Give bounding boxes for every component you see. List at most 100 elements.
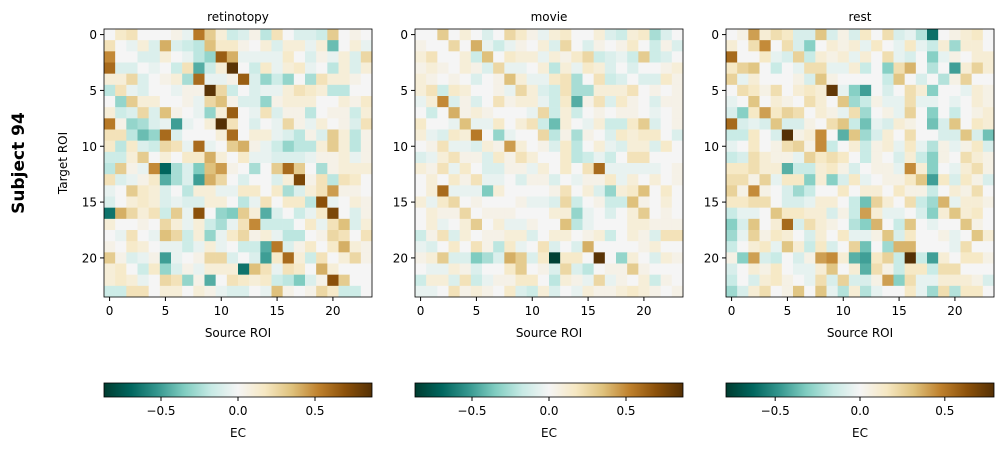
heatmap-cell [293,185,306,197]
heatmap-cell [482,252,494,264]
heatmap-cell [671,207,684,220]
heatmap-cell [215,140,228,153]
x-axis-label: Source ROI [205,326,271,340]
heatmap-cell [493,241,505,253]
heatmap-cell [848,107,861,119]
heatmap-cell [470,62,483,74]
heatmap-cell [293,163,306,175]
heatmap-cell [793,151,805,164]
heatmap-cell [759,140,771,153]
heatmap-cell [171,40,183,52]
heatmap-cell [171,274,183,287]
heatmap-cell [726,140,738,153]
heatmap-cell [582,40,594,52]
heatmap-cell [415,84,427,97]
heatmap-cell [893,84,905,97]
heatmap-cell [837,174,850,186]
heatmap-cell [837,73,850,86]
heatmap-cell [759,196,771,208]
heatmap-cell [671,185,684,197]
heatmap-cell [815,118,827,130]
heatmap-cell [882,230,894,242]
heatmap-cell [960,40,972,52]
heatmap-cell [770,174,783,186]
heatmap-cell [459,185,472,197]
heatmap-cell [349,96,362,108]
heatmap-cell [627,84,639,97]
heatmap-cell [893,163,905,175]
heatmap-cell [726,118,738,130]
colorbar-tick-label: −0.5 [761,404,790,418]
heatmap-cell [927,163,939,175]
heatmap-cell [627,129,639,141]
heatmap-cell [660,40,673,52]
heatmap-cell [793,274,805,287]
heatmap-cell [137,218,149,231]
heatmap-cell [349,285,362,298]
heatmap-cell [549,185,561,197]
heatmap-cell [748,84,760,97]
heatmap-cell [671,241,684,253]
heatmap-cell [115,29,127,41]
heatmap-cell [571,29,583,41]
heatmap-cell [238,62,250,74]
heatmap-cell [537,207,550,220]
heatmap-cell [470,118,483,130]
heatmap-cell [826,129,838,141]
heatmap-cell [515,285,527,298]
heatmap-cell [627,51,639,63]
heatmap-cell [238,174,250,186]
heatmap-cell [316,118,328,130]
panel-title: rest [848,10,871,24]
heatmap-cell [893,40,905,52]
heatmap-cell [282,230,295,242]
heatmap-cell [482,163,494,175]
heatmap-cell [604,285,617,298]
heatmap-cell [104,230,116,242]
heatmap-cell [305,207,317,220]
heatmap-cell [560,129,572,141]
x-tick-label: 20 [636,304,651,318]
heatmap-cell [748,285,760,298]
heatmap-cell [426,118,438,130]
heatmap-cell [882,252,894,264]
heatmap-cell [815,185,827,197]
y-tick-label: 0 [400,28,408,42]
heatmap-cell [826,163,838,175]
heatmap-cell [793,174,805,186]
x-tick-label: 5 [784,304,792,318]
heatmap-cell [949,84,961,97]
heatmap-cell [171,241,183,253]
heatmap-cell [349,51,362,63]
heatmap-cell [504,218,516,231]
heatmap-cell [104,252,116,264]
heatmap-cell [282,241,295,253]
heatmap-cell [726,252,738,264]
heatmap-cell [649,252,661,264]
heatmap-cell [604,174,617,186]
heatmap-cell [426,263,438,275]
heatmap-cell [115,96,127,108]
heatmap-cell [737,151,749,164]
heatmap-cell [115,51,127,63]
heatmap-cell [115,207,127,220]
heatmap-cell [971,263,984,275]
heatmap-cell [537,62,550,74]
heatmap-cell [848,274,861,287]
x-tick-label: 20 [947,304,962,318]
heatmap-cell [327,174,339,186]
heatmap-cell [860,40,872,52]
heatmap-cell [537,274,550,287]
heatmap-cell [238,252,250,264]
colorbar-tick-label: 0.5 [935,404,954,418]
heatmap-cell [604,140,617,153]
heatmap-cell [293,96,306,108]
heatmap-cell [493,62,505,74]
heatmap-cell [860,241,872,253]
heatmap-cell [415,96,427,108]
heatmap-cell [104,263,116,275]
heatmap-cell [748,62,760,74]
heatmap-cell [437,107,449,119]
